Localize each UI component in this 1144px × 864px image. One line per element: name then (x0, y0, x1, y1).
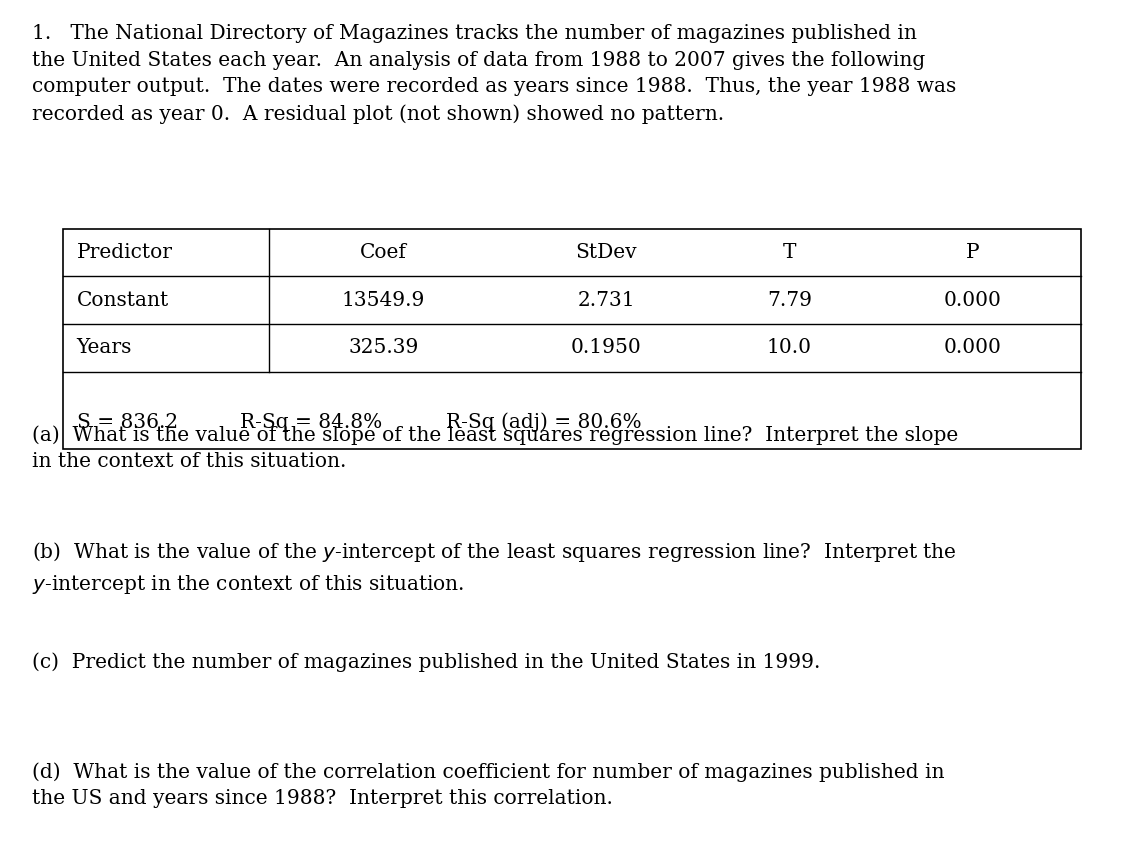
Text: R-Sq (adj) = 80.6%: R-Sq (adj) = 80.6% (446, 412, 642, 432)
Text: (d)  What is the value of the correlation coefficient for number of magazines pu: (d) What is the value of the correlation… (32, 762, 945, 808)
Text: P: P (966, 244, 979, 262)
Text: (a)  What is the value of the slope of the least squares regression line?  Inter: (a) What is the value of the slope of th… (32, 425, 959, 471)
Text: 325.39: 325.39 (348, 339, 419, 357)
Text: T: T (782, 244, 796, 262)
Text: (b)  What is the value of the $\mathit{y}$-intercept of the least squares regres: (b) What is the value of the $\mathit{y}… (32, 540, 956, 595)
Text: 10.0: 10.0 (766, 339, 812, 357)
Text: R-Sq = 84.8%: R-Sq = 84.8% (240, 413, 382, 431)
Text: (c)  Predict the number of magazines published in the United States in 1999.: (c) Predict the number of magazines publ… (32, 652, 820, 672)
Text: 0.1950: 0.1950 (571, 339, 642, 357)
Text: 0.000: 0.000 (944, 291, 1001, 309)
Text: StDev: StDev (575, 244, 637, 262)
Text: 2.731: 2.731 (578, 291, 635, 309)
Text: 1.   The National Directory of Magazines tracks the number of magazines publishe: 1. The National Directory of Magazines t… (32, 24, 956, 124)
Text: 13549.9: 13549.9 (342, 291, 424, 309)
Text: Coef: Coef (360, 244, 406, 262)
Text: Years: Years (77, 339, 132, 357)
Bar (63, 229, 1081, 449)
Text: S = 836.2: S = 836.2 (77, 413, 177, 431)
Text: Constant: Constant (77, 291, 169, 309)
Text: 0.000: 0.000 (944, 339, 1001, 357)
Text: 7.79: 7.79 (766, 291, 812, 309)
Text: Predictor: Predictor (77, 244, 173, 262)
